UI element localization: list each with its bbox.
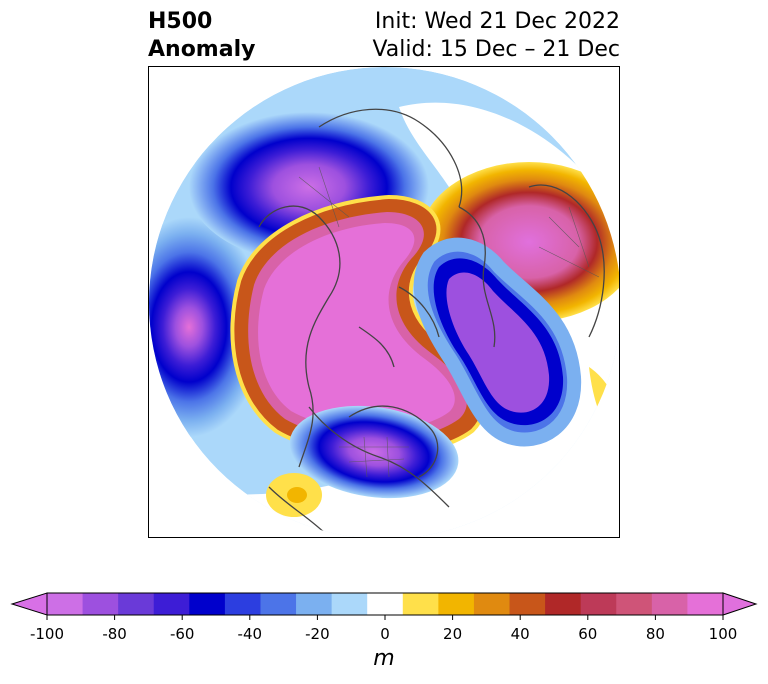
- colorbar-tick-label: -100: [30, 625, 64, 643]
- colorbar-extend-low: [10, 592, 48, 616]
- borders: [298, 166, 600, 478]
- colorbar-bin: [545, 593, 582, 615]
- colorbar-tick-label: -80: [102, 625, 127, 643]
- colorbar-tick-label: -60: [170, 625, 195, 643]
- colorbar-bin: [189, 593, 226, 615]
- colorbar-bin: [616, 593, 653, 615]
- colorbar-bins: [47, 593, 724, 615]
- colorbar-bin: [47, 593, 84, 615]
- colorbar-tick-label: -40: [238, 625, 263, 643]
- valid-range: Valid: 15 Dec – 21 Dec: [372, 37, 620, 62]
- colorbar-bin: [296, 593, 333, 615]
- colorbar-bin: [651, 593, 688, 615]
- colorbar-bin: [224, 593, 261, 615]
- colorbar-bin: [82, 593, 119, 615]
- colorbar-tick-label: 20: [443, 625, 462, 643]
- colorbar-bin: [509, 593, 546, 615]
- colorbar-unit: m: [373, 646, 395, 671]
- anomaly-map: [149, 67, 619, 537]
- colorbar-tick-label: 60: [578, 625, 597, 643]
- plot-dates: Init: Wed 21 Dec 2022 Valid: 15 Dec – 21…: [372, 8, 620, 64]
- colorbar-bin: [687, 593, 724, 615]
- map-panel: [148, 66, 620, 538]
- colorbar: -100 -80 -60 -40 -20 0 20 40 60 80 100: [10, 592, 758, 643]
- init-date: Init: Wed 21 Dec 2022: [374, 9, 620, 34]
- colorbar-bin: [473, 593, 511, 615]
- colorbar-tick-label: 80: [646, 625, 665, 643]
- colorbar-tick-label: -20: [305, 625, 330, 643]
- colorbar-tick-label: 100: [709, 625, 738, 643]
- colorbar-extend-high: [722, 592, 758, 616]
- colorbar-bin: [580, 593, 617, 615]
- coastlines: [258, 108, 605, 537]
- namerica-low-anomaly: [289, 405, 459, 499]
- colorbar-tick-label: 0: [380, 625, 390, 643]
- title-field: Anomaly: [148, 37, 256, 62]
- colorbar-bin: [260, 593, 297, 615]
- colorbar-bin: [153, 593, 190, 615]
- hemisphere-field: [149, 67, 619, 537]
- colorbar-bin: [331, 593, 368, 615]
- colorbar-bin: [118, 593, 155, 615]
- colorbar-bin: [438, 593, 475, 615]
- colorbar-bin: [402, 593, 439, 615]
- plot-title: H500 Anomaly: [148, 8, 255, 64]
- colorbar-ticks: -100 -80 -60 -40 -20 0 20 40 60 80 100: [30, 615, 737, 643]
- title-variable: H500: [148, 9, 213, 34]
- colorbar-tick-label: 40: [511, 625, 530, 643]
- colorbar-bin: [367, 593, 404, 615]
